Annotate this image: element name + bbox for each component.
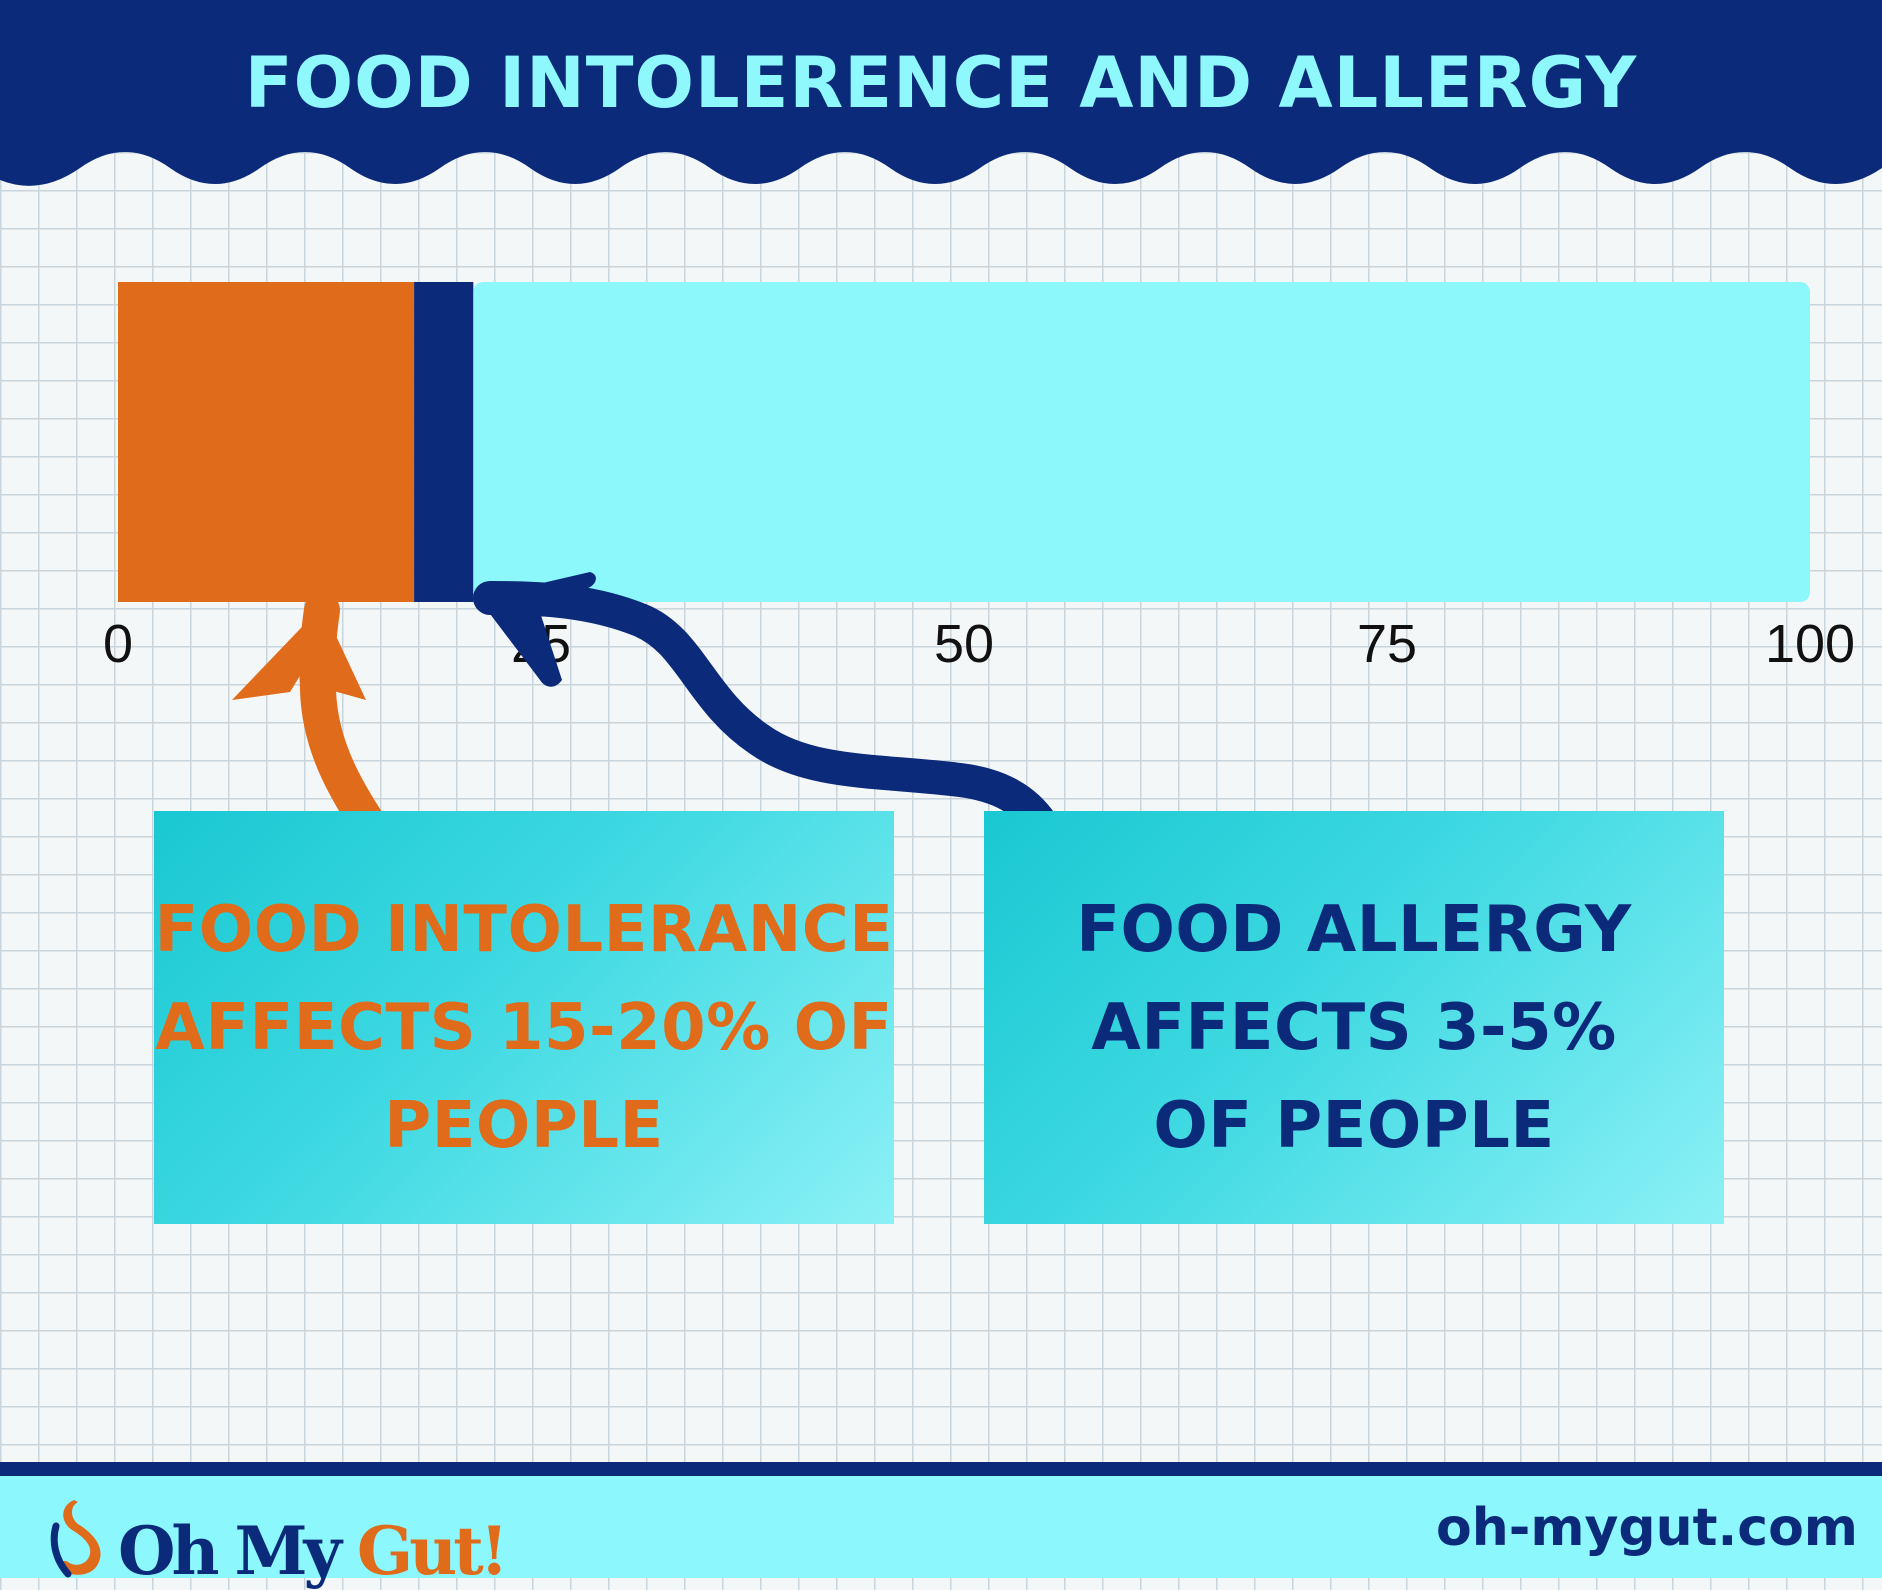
intolerance-line-3: PEOPLE xyxy=(384,1088,664,1163)
x-tick-label: 100 xyxy=(1765,614,1855,674)
bar-segment-1 xyxy=(414,282,474,602)
logo-oh-my: Oh My xyxy=(118,1512,342,1590)
intolerance-callout: FOOD INTOLERANCE AFFECTS 15-20% OF PEOPL… xyxy=(154,811,894,1224)
allergy-line-3: OF PEOPLE xyxy=(1153,1088,1555,1163)
website-url: oh-mygut.com xyxy=(1436,1498,1858,1558)
intolerance-line-2: AFFECTS 15-20% OF xyxy=(155,990,893,1065)
header-banner: FOOD INTOLERENCE AND ALLERGY xyxy=(0,0,1882,230)
x-axis-ticks: 0255075100 xyxy=(103,614,1855,674)
x-tick-label: 0 xyxy=(103,614,133,674)
bar-segment-2 xyxy=(473,282,1810,602)
footer-bar: Oh My Gut! oh-mygut.com xyxy=(0,1462,1882,1584)
allergy-callout: FOOD ALLERGY AFFECTS 3-5% OF PEOPLE xyxy=(984,811,1724,1224)
logo-wordmark: Oh My Gut! xyxy=(118,1518,509,1584)
bar-segment-0 xyxy=(118,282,415,602)
page-title: FOOD INTOLERENCE AND ALLERGY xyxy=(244,42,1638,124)
logo: Oh My Gut! xyxy=(48,1494,509,1584)
intolerance-line-1: FOOD INTOLERANCE xyxy=(154,892,894,967)
logo-gut: Gut! xyxy=(356,1512,509,1590)
intolerance-callout-text: FOOD INTOLERANCE AFFECTS 15-20% OF PEOPL… xyxy=(155,881,894,1175)
stacked-bar-chart: 0255075100 xyxy=(103,282,1855,937)
allergy-line-2: AFFECTS 3-5% xyxy=(1091,990,1617,1065)
wavy-banner-shape xyxy=(0,0,1882,186)
stomach-logo-icon xyxy=(50,1500,101,1578)
x-tick-label: 75 xyxy=(1357,614,1417,674)
allergy-callout-text: FOOD ALLERGY AFFECTS 3-5% OF PEOPLE xyxy=(1076,881,1632,1175)
x-tick-label: 50 xyxy=(934,614,994,674)
bar-group xyxy=(118,282,1810,602)
allergy-line-1: FOOD ALLERGY xyxy=(1076,892,1632,967)
navy-arrow-icon xyxy=(473,572,1087,937)
